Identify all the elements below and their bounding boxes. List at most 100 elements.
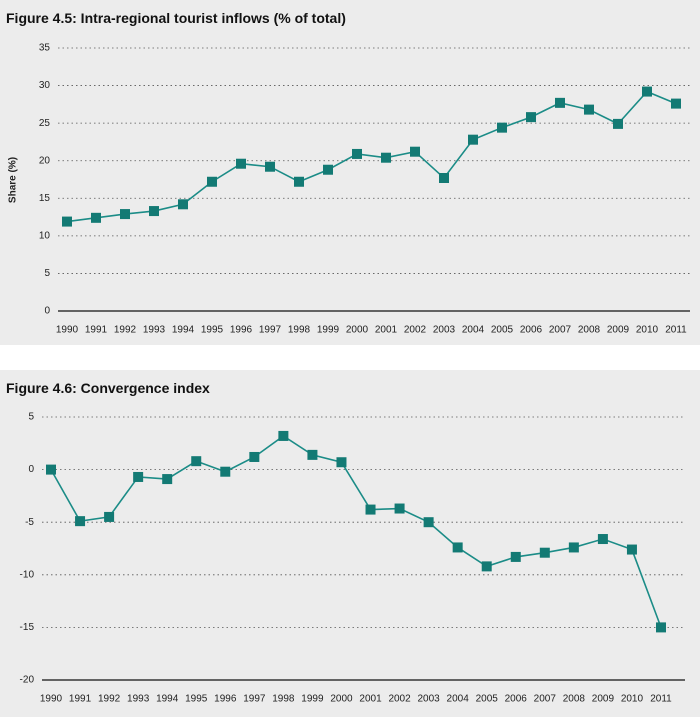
marker (526, 112, 536, 123)
y-tick-label: 5 (44, 268, 50, 279)
marker (294, 176, 304, 187)
y-tick-label: 5 (28, 412, 34, 423)
marker (381, 152, 391, 163)
y-tick-label: 10 (39, 230, 51, 241)
marker (162, 474, 173, 485)
marker (104, 511, 115, 522)
panel (0, 0, 700, 345)
x-tick-label: 1994 (172, 325, 195, 336)
marker (584, 104, 594, 115)
y-tick-label: 0 (28, 464, 34, 475)
x-tick-label: 2010 (636, 325, 659, 336)
x-tick-label: 1990 (40, 694, 63, 705)
marker (626, 544, 637, 555)
x-tick-label: 2009 (592, 694, 615, 705)
marker (133, 471, 144, 482)
x-tick-label: 2006 (505, 694, 528, 705)
x-tick-label: 2002 (388, 694, 411, 705)
x-tick-label: 2005 (491, 325, 514, 336)
x-tick-label: 1998 (272, 694, 295, 705)
x-tick-label: 1995 (185, 694, 208, 705)
x-tick-label: 1996 (214, 694, 237, 705)
x-tick-label: 2000 (330, 694, 353, 705)
x-tick-label: 1999 (317, 325, 340, 336)
marker (249, 451, 260, 462)
marker (336, 457, 347, 468)
marker (539, 547, 550, 558)
y-axis-title: Share (%) (8, 157, 19, 203)
y-tick-label: -15 (20, 622, 35, 633)
marker (265, 161, 275, 172)
marker (75, 516, 86, 527)
x-tick-label: 1991 (69, 694, 92, 705)
x-tick-label: 1997 (259, 325, 282, 336)
x-tick-label: 2000 (346, 325, 369, 336)
x-tick-label: 2006 (520, 325, 543, 336)
x-tick-label: 2007 (534, 694, 557, 705)
x-tick-label: 1999 (301, 694, 324, 705)
panel (0, 370, 700, 717)
y-tick-label: -10 (20, 569, 35, 580)
line (66, 90, 677, 223)
x-tick-label: 2010 (621, 694, 644, 705)
x-tick-label: 2004 (447, 694, 470, 705)
marker (207, 176, 217, 187)
marker (510, 551, 521, 562)
chart-title: Figure 4.5: Intra-regional tourist inflo… (6, 10, 346, 26)
marker (613, 118, 623, 129)
marker (439, 172, 449, 183)
x-tick-label: 1992 (98, 694, 121, 705)
marker (568, 542, 579, 553)
x-tick-label: 2003 (417, 694, 440, 705)
marker (671, 98, 681, 109)
marker (365, 504, 376, 515)
x-tick-label: 1998 (288, 325, 311, 336)
marker (120, 209, 130, 220)
x-tick-label: 2011 (650, 694, 672, 705)
y-tick-label: -5 (25, 517, 34, 528)
x-tick-label: 2011 (665, 325, 687, 336)
marker (91, 212, 101, 223)
line (50, 434, 662, 628)
x-tick-label: 1995 (201, 325, 224, 336)
marker (555, 97, 565, 108)
y-tick-label: 0 (44, 306, 50, 317)
marker (656, 622, 666, 633)
x-tick-label: 1993 (143, 325, 166, 336)
x-tick-label: 1997 (243, 694, 266, 705)
marker (236, 158, 246, 169)
x-tick-label: 2008 (578, 325, 601, 336)
x-tick-label: 2007 (549, 325, 572, 336)
marker (62, 216, 72, 227)
marker (149, 206, 159, 217)
y-tick-label: 25 (39, 118, 51, 129)
x-tick-label: 2001 (375, 325, 398, 336)
marker (278, 430, 289, 441)
y-tick-label: 35 (39, 43, 51, 54)
x-tick-label: 2004 (462, 325, 485, 336)
x-tick-label: 2003 (433, 325, 456, 336)
marker (423, 517, 434, 528)
marker (452, 542, 463, 553)
y-tick-label: 30 (39, 80, 51, 91)
y-tick-label: -20 (20, 675, 35, 686)
x-tick-label: 1990 (56, 325, 79, 336)
marker (323, 164, 333, 175)
x-tick-label: 2002 (404, 325, 427, 336)
x-tick-label: 1994 (156, 694, 179, 705)
x-tick-label: 2008 (563, 694, 586, 705)
marker (597, 534, 608, 545)
marker (481, 561, 492, 572)
marker (220, 466, 231, 477)
chart-title: Figure 4.6: Convergence index (6, 380, 210, 396)
x-tick-label: 1993 (127, 694, 150, 705)
x-tick-label: 1996 (230, 325, 253, 336)
y-tick-label: 20 (39, 155, 51, 166)
y-tick-label: 15 (39, 193, 51, 204)
marker (178, 199, 188, 210)
marker (352, 148, 362, 159)
marker (394, 503, 405, 514)
marker (410, 146, 420, 157)
x-tick-label: 2009 (607, 325, 630, 336)
